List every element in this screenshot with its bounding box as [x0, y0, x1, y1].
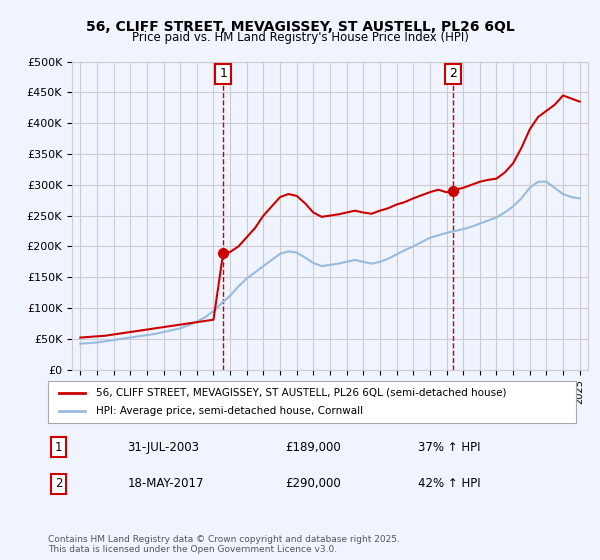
- Text: 37% ↑ HPI: 37% ↑ HPI: [418, 441, 480, 454]
- Text: 2: 2: [449, 67, 457, 81]
- Text: Contains HM Land Registry data © Crown copyright and database right 2025.
This d: Contains HM Land Registry data © Crown c…: [48, 535, 400, 554]
- Text: 2: 2: [55, 477, 62, 490]
- Text: 42% ↑ HPI: 42% ↑ HPI: [418, 477, 480, 490]
- Text: 18-MAY-2017: 18-MAY-2017: [127, 477, 204, 490]
- Text: 1: 1: [219, 67, 227, 81]
- Text: Price paid vs. HM Land Registry's House Price Index (HPI): Price paid vs. HM Land Registry's House …: [131, 31, 469, 44]
- Text: 56, CLIFF STREET, MEVAGISSEY, ST AUSTELL, PL26 6QL (semi-detached house): 56, CLIFF STREET, MEVAGISSEY, ST AUSTELL…: [95, 388, 506, 398]
- Text: 1: 1: [55, 441, 62, 454]
- Text: 31-JUL-2003: 31-JUL-2003: [127, 441, 199, 454]
- Text: £290,000: £290,000: [286, 477, 341, 490]
- Text: HPI: Average price, semi-detached house, Cornwall: HPI: Average price, semi-detached house,…: [95, 406, 362, 416]
- Text: 56, CLIFF STREET, MEVAGISSEY, ST AUSTELL, PL26 6QL: 56, CLIFF STREET, MEVAGISSEY, ST AUSTELL…: [86, 20, 514, 34]
- Text: £189,000: £189,000: [286, 441, 341, 454]
